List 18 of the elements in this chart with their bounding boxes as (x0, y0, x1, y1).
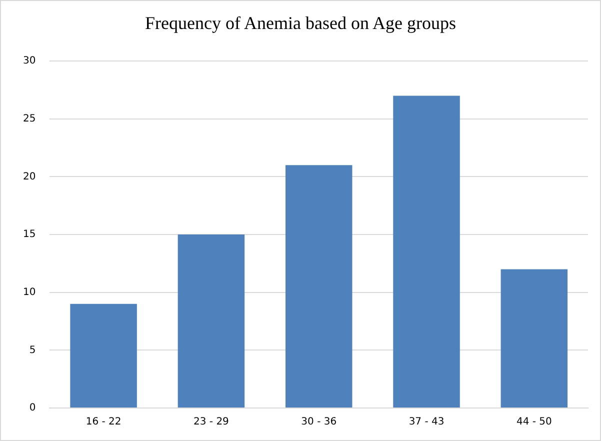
chart-title: Frequency of Anemia based on Age groups (144, 13, 457, 34)
bar (178, 234, 245, 408)
x-tick-label: 30 - 36 (301, 416, 337, 428)
x-tick-label: 37 - 43 (408, 416, 444, 428)
x-tick-label: 23 - 29 (193, 416, 229, 428)
bar (393, 96, 460, 408)
y-tick-label: 0 (29, 402, 36, 414)
y-tick-label: 10 (22, 286, 36, 298)
y-tick-label: 20 (22, 171, 36, 182)
x-tick-label: 44 - 50 (516, 416, 552, 428)
y-tick-label: 5 (29, 344, 36, 356)
bar (70, 304, 137, 408)
y-tick-label: 25 (22, 113, 36, 124)
bar (285, 165, 352, 408)
y-tick-label: 15 (22, 229, 36, 240)
bar (500, 269, 568, 408)
y-tick-label: 30 (22, 56, 36, 67)
x-tick-label: 16 - 22 (86, 416, 122, 428)
